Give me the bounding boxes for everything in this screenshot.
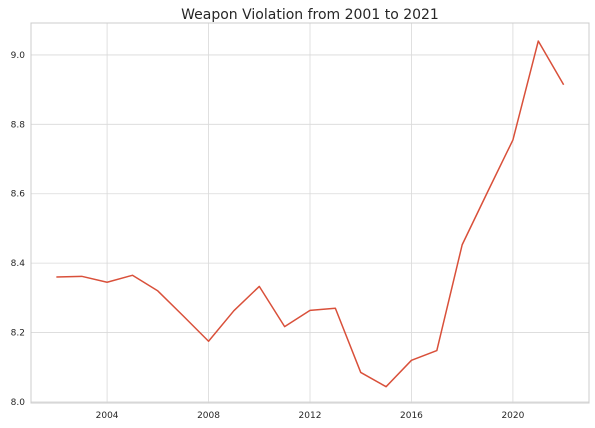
x-tick-label: 2012: [299, 411, 322, 421]
series-line: [56, 40, 565, 388]
x-tick-label: 2004: [96, 411, 119, 421]
y-tick-labels: 8.0 8.2 8.4 8.6 8.8 9.0: [11, 51, 26, 408]
chart-title: Weapon Violation from 2001 to 2021: [181, 7, 439, 23]
plot-frame: [30, 22, 590, 404]
y-tick-label: 8.4: [11, 259, 26, 269]
y-gridlines: [31, 54, 589, 403]
x-gridlines: [106, 23, 514, 403]
series-layer: [56, 40, 565, 388]
y-tick-label: 9.0: [11, 51, 26, 61]
y-tick-label: 8.8: [11, 120, 26, 130]
y-tick-label: 8.2: [11, 329, 25, 339]
x-tick-label: 2016: [400, 411, 423, 421]
y-tick-label: 8.0: [11, 398, 26, 408]
x-tick-labels: 2004 2008 2012 2016 2020: [96, 411, 525, 421]
y-tick-label: 8.6: [11, 190, 26, 200]
x-tick-label: 2008: [197, 411, 220, 421]
x-tick-label: 2020: [501, 411, 524, 421]
